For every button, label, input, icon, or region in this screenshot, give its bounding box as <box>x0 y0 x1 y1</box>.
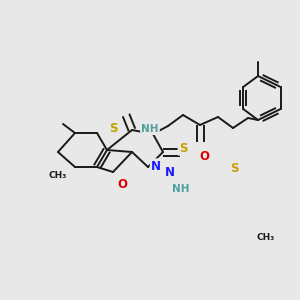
Text: S: S <box>109 122 117 134</box>
Text: S: S <box>179 142 187 154</box>
Text: N: N <box>165 166 175 178</box>
Text: CH₃: CH₃ <box>49 172 67 181</box>
Text: N: N <box>151 160 161 172</box>
Text: O: O <box>117 178 127 191</box>
Text: S: S <box>230 163 238 176</box>
Text: NH: NH <box>141 124 159 134</box>
Text: CH₃: CH₃ <box>257 233 275 242</box>
Text: O: O <box>199 149 209 163</box>
Text: NH: NH <box>172 184 190 194</box>
